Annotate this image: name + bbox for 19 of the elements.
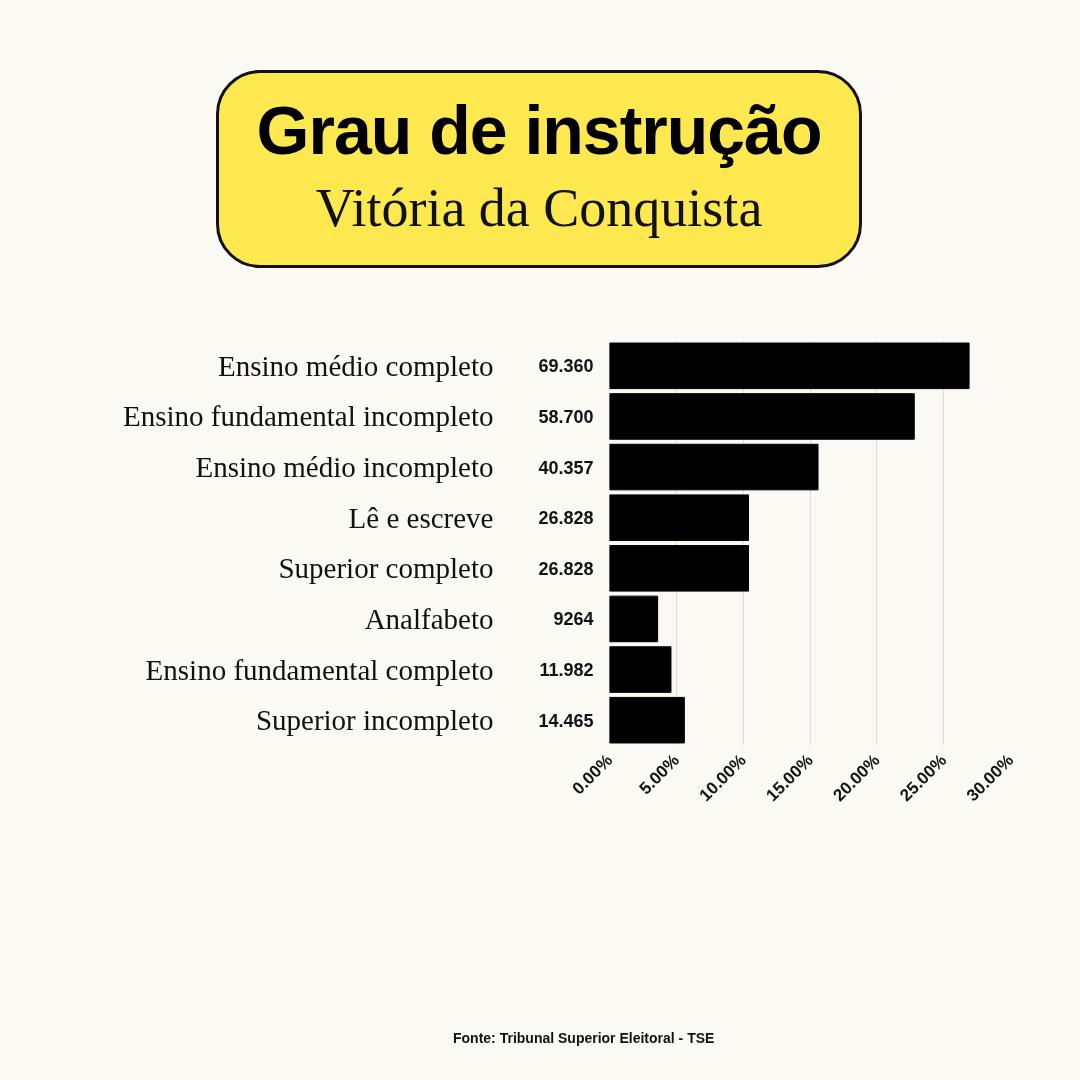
y-tick-label: Superior completo: [278, 552, 494, 585]
y-tick-label: Analfabeto: [364, 602, 494, 635]
text: 9264: [553, 609, 594, 630]
y-tick-label: Ensino médio incompleto: [195, 451, 494, 484]
text: 26.828: [538, 508, 594, 529]
text: 40.357: [538, 457, 594, 478]
y-tick-label: Ensino fundamental incompleto: [123, 400, 494, 433]
source-note: Fonte: Tribunal Superior Eleitoral - TSE: [453, 1029, 715, 1048]
text: 58.700: [538, 406, 594, 427]
text: 14.465: [538, 710, 594, 731]
y-tick-label: Superior incompleto: [255, 704, 494, 737]
text: 26.828: [538, 558, 594, 579]
y-tick-label: Ensino médio completo: [218, 349, 494, 382]
y-tick-label: Ensino fundamental completo: [145, 653, 494, 686]
text: 11.982: [539, 660, 594, 681]
y-tick-label: Lê e escreve: [348, 501, 494, 534]
chart-subtitle: Vitória da Conquista: [314, 178, 764, 239]
text: 69.360: [538, 356, 594, 377]
chart-title: Grau de instrução: [255, 92, 823, 168]
